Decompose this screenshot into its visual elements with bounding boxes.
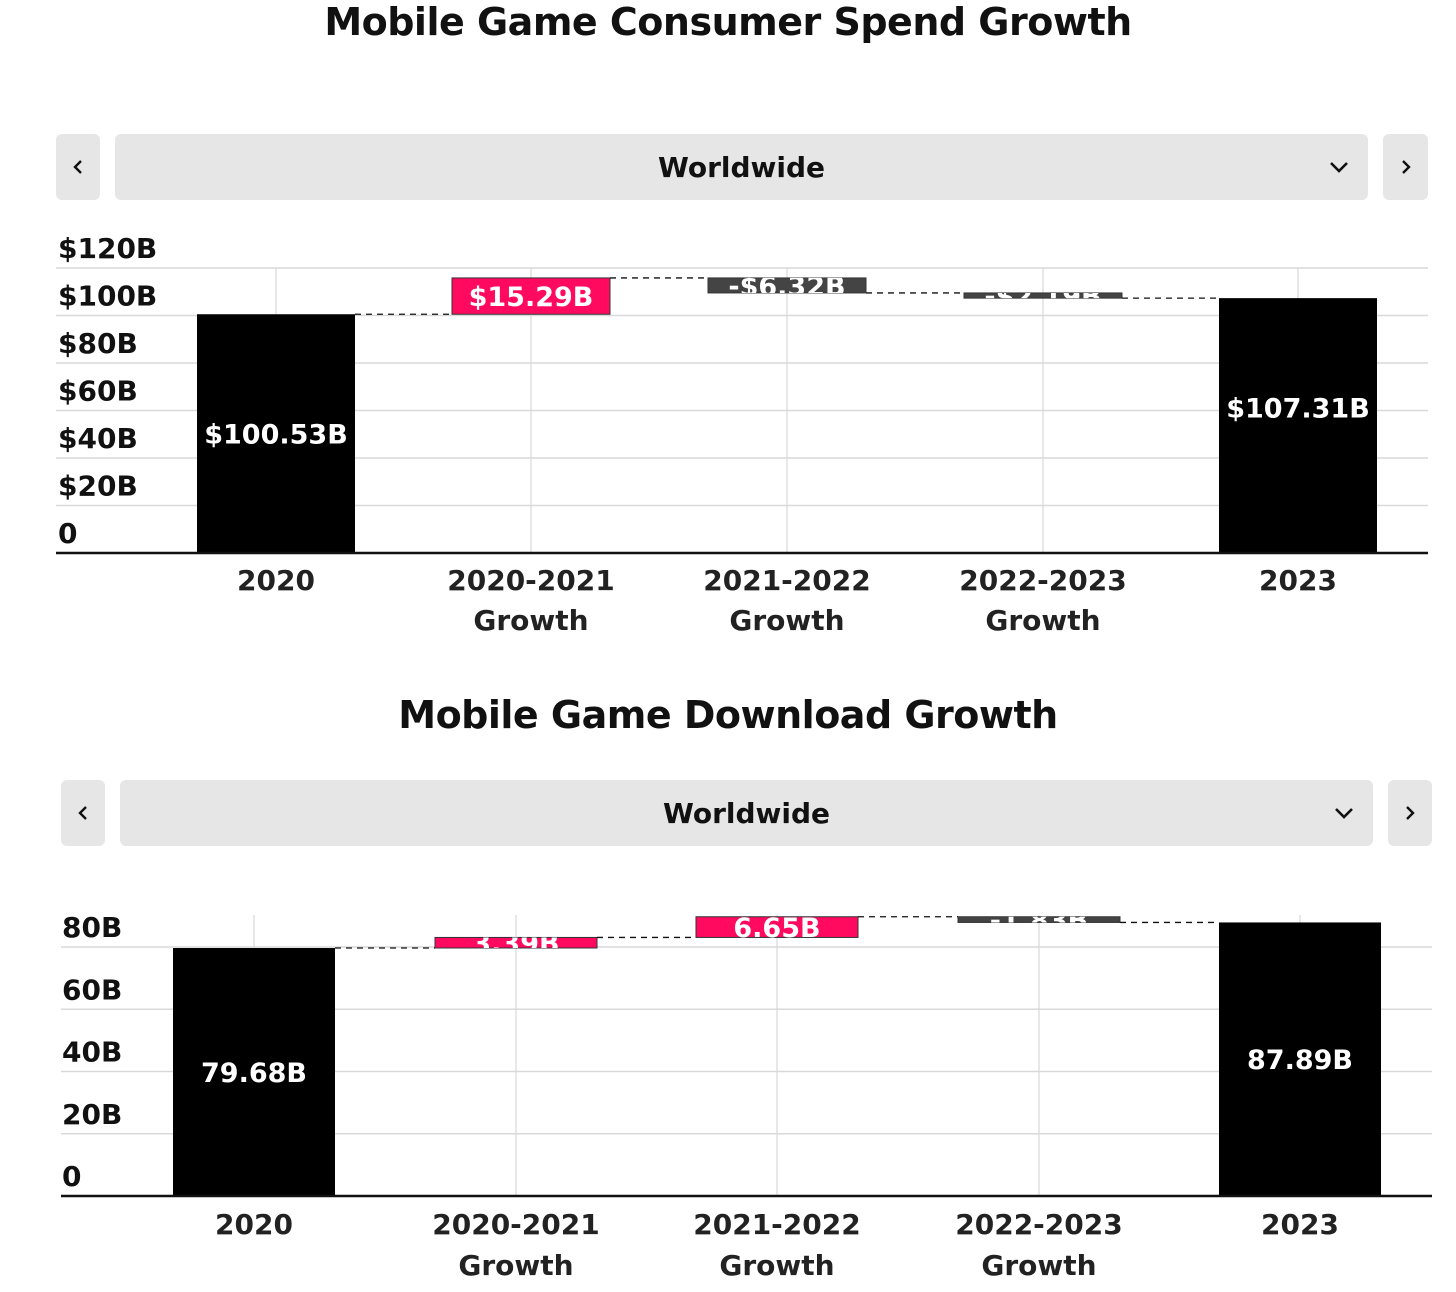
y-tick-label: $60B [58,375,138,408]
x-tick-label: Growth [458,1249,573,1282]
x-tick-label: Growth [473,604,588,637]
y-tick-label: $20B [58,470,138,503]
bar-increase [695,916,859,938]
y-tick-label: $120B [58,232,157,265]
region-dropdown-value: Worldwide [662,796,831,830]
chevron-down-icon [1335,808,1353,819]
bar-decrease [957,916,1121,923]
bar-increase [434,936,598,949]
chevron-right-icon [1401,160,1411,174]
data-label: 6.65B [733,913,820,944]
x-tick-label: 2020 [215,1208,293,1241]
y-tick-label: $80B [58,327,138,360]
data-label: -$6.32B [728,271,845,302]
x-tick-label: Growth [981,1249,1096,1282]
x-tick-label: 2022-2023 [955,1208,1122,1241]
region-dropdown-value: Worldwide [657,150,826,184]
prev-region-button[interactable] [56,134,100,200]
bar-total [173,947,335,1196]
x-tick-label: 2023 [1259,564,1337,597]
x-tick-label: Growth [719,1249,834,1282]
next-region-button[interactable] [1388,780,1432,846]
bar-total [1219,922,1381,1196]
data-label: $107.31B [1226,394,1370,425]
y-tick-label: $40B [58,422,138,455]
data-label: 79.68B [201,1058,307,1089]
chevron-left-icon [78,806,87,820]
chart-title-downloads: Mobile Game Download Growth [398,693,1058,737]
x-tick-label: 2021-2022 [693,1208,860,1241]
prev-region-button[interactable] [61,780,105,846]
x-tick-label: 2020-2021 [447,564,614,597]
chevron-down-icon [1330,162,1348,173]
x-tick-label: Growth [729,604,844,637]
data-label: $100.53B [204,420,348,451]
bar-increase [451,277,611,315]
x-tick-label: 2020-2021 [432,1208,599,1241]
x-tick-label: 2020 [237,564,315,597]
data-label: -$2.19B [984,282,1101,313]
data-label: $15.29B [469,282,594,313]
y-tick-label: 60B [62,973,122,1006]
x-tick-label: Growth [985,604,1100,637]
y-tick-label: 40B [62,1036,122,1069]
bar-decrease [963,292,1123,299]
data-label: 3.39B [472,929,559,960]
bar-total [197,314,355,553]
y-tick-label: 0 [62,1160,81,1193]
bar-total [1219,298,1377,553]
bar-decrease [707,277,867,294]
y-tick-label: 80B [62,911,122,944]
y-tick-label: 20B [62,1098,122,1131]
y-tick-label: 0 [58,517,77,550]
y-tick-label: $100B [58,280,157,313]
region-dropdown[interactable]: Worldwide [120,780,1373,846]
region-dropdown[interactable]: Worldwide [115,134,1368,200]
x-tick-label: 2023 [1261,1208,1339,1241]
x-tick-label: 2022-2023 [959,564,1126,597]
data-label: -1.83B [990,906,1088,937]
next-region-button[interactable] [1383,134,1428,200]
data-label: 87.89B [1247,1045,1353,1076]
chevron-right-icon [1406,806,1415,820]
chart-title-spend: Mobile Game Consumer Spend Growth [324,0,1132,44]
chevron-left-icon [73,160,82,174]
x-tick-label: 2021-2022 [703,564,870,597]
